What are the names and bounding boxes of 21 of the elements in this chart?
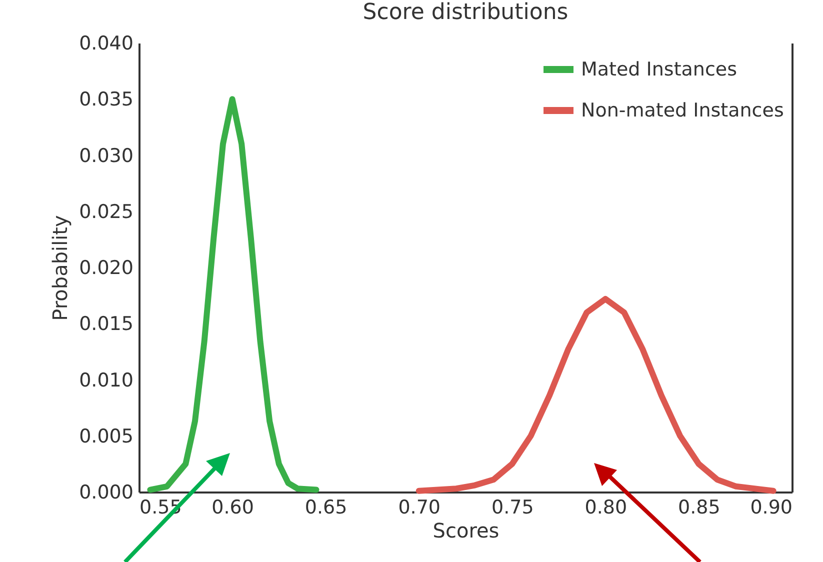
x-tick-label: 0.65	[304, 496, 348, 518]
y-tick-label: 0.020	[79, 257, 134, 279]
y-axis-title: Probability	[48, 214, 72, 321]
x-tick-label: 0.70	[398, 496, 441, 518]
y-tick-label: 0.000	[79, 482, 134, 504]
x-tick-label: 0.75	[491, 496, 534, 518]
x-tick-label: 0.60	[212, 496, 254, 518]
y-tick-label: 0.030	[79, 144, 134, 167]
x-tick-label: 0.80	[584, 496, 628, 518]
x-tick-label: 0.85	[678, 496, 720, 518]
y-tick-label: 0.035	[79, 88, 134, 111]
y-tick-label: 0.010	[79, 369, 134, 392]
chart-title: Score distributions	[362, 0, 568, 25]
y-tick-label: 0.025	[79, 200, 134, 223]
x-axis-title: Scores	[432, 518, 500, 542]
legend-label: Non-mated Instances	[581, 100, 784, 122]
y-tick-label: 0.005	[79, 425, 134, 448]
y-tick-label: 0.040	[79, 32, 134, 54]
y-tick-label: 0.015	[79, 313, 134, 336]
legend-label: Mated Instances	[581, 58, 737, 80]
x-tick-label: 0.90	[750, 496, 792, 518]
